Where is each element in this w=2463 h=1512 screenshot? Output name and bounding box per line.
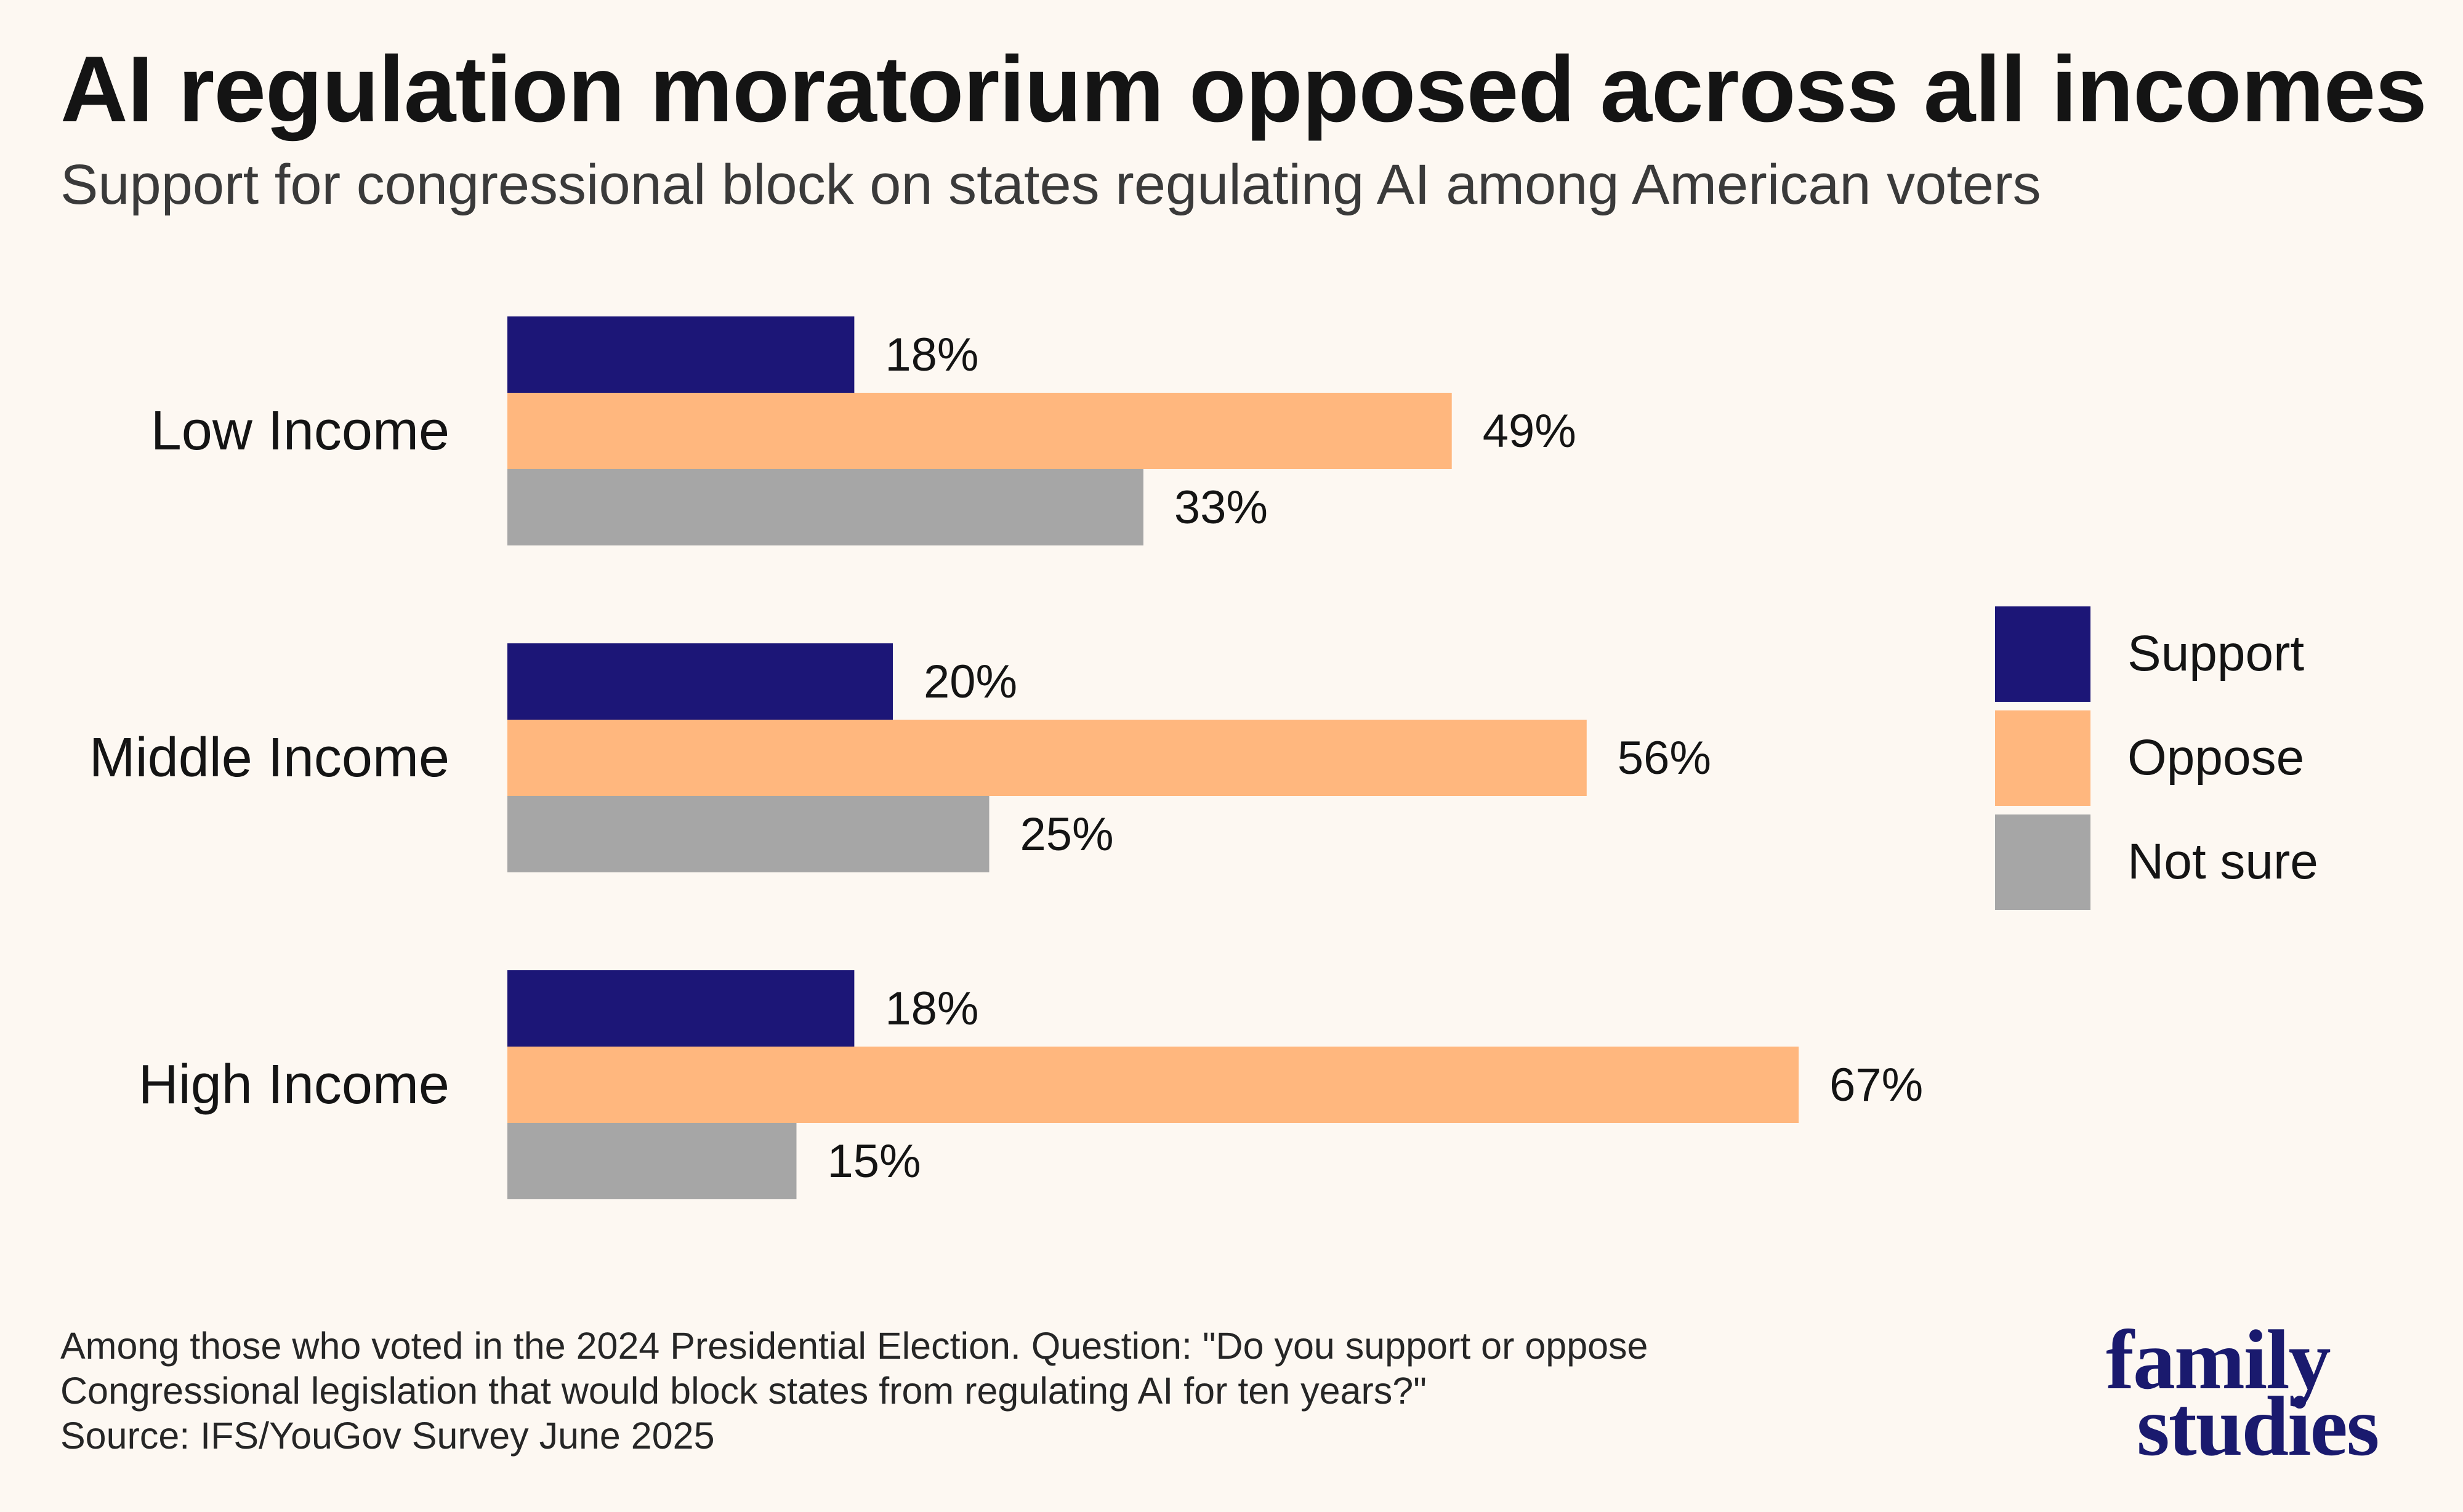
bar-low-income-not-sure bbox=[507, 469, 1143, 545]
data-label-high-income-support: 18% bbox=[885, 983, 978, 1035]
data-label-high-income-oppose: 67% bbox=[1829, 1059, 1923, 1111]
legend-label-support: Support bbox=[2127, 625, 2305, 682]
source-line: Source: IFS/YouGov Survey June 2025 bbox=[60, 1415, 715, 1457]
data-label-low-income-not-sure: 33% bbox=[1174, 481, 1268, 534]
bar-middle-income-oppose bbox=[507, 720, 1587, 796]
bar-high-income-not-sure bbox=[507, 1123, 797, 1199]
data-label-low-income-support: 18% bbox=[885, 329, 978, 381]
footnote-line: Congressional legislation that would blo… bbox=[60, 1370, 1427, 1412]
data-label-middle-income-not-sure: 25% bbox=[1020, 808, 1114, 861]
bar-middle-income-not-sure bbox=[507, 796, 990, 872]
bar-high-income-oppose bbox=[507, 1047, 1799, 1123]
bar-high-income-support bbox=[507, 970, 855, 1047]
bar-low-income-oppose bbox=[507, 393, 1452, 469]
family-studies-logo: family studies bbox=[2100, 1313, 2379, 1473]
data-label-high-income-not-sure: 15% bbox=[828, 1135, 921, 1188]
legend-swatch-oppose bbox=[1995, 710, 2090, 806]
logo-line-2: studies bbox=[2137, 1378, 2379, 1473]
legend-item-oppose: Oppose bbox=[1995, 710, 2426, 806]
logo-line-1: family bbox=[2106, 1313, 2331, 1407]
legend-label-oppose: Oppose bbox=[2127, 730, 2305, 786]
chart-subtitle: Support for congressional block on state… bbox=[60, 153, 2041, 216]
category-label-low-income: Low Income bbox=[151, 400, 449, 462]
legend-label-not-sure: Not sure bbox=[2127, 834, 2318, 890]
bar-middle-income-support bbox=[507, 643, 893, 720]
data-label-low-income-oppose: 49% bbox=[1483, 405, 1576, 457]
category-label-high-income: High Income bbox=[139, 1054, 449, 1116]
category-label-middle-income: Middle Income bbox=[89, 727, 449, 789]
footnote: Among those who voted in the 2024 Presid… bbox=[60, 1324, 1648, 1459]
data-label-middle-income-oppose: 56% bbox=[1618, 732, 1711, 784]
legend-swatch-not-sure bbox=[1995, 814, 2090, 910]
legend-item-not-sure: Not sure bbox=[1995, 814, 2426, 910]
footnote-line: Among those who voted in the 2024 Presid… bbox=[60, 1325, 1648, 1367]
bar-low-income-support bbox=[507, 316, 855, 393]
chart-title: AI regulation moratorium opposed across … bbox=[60, 37, 2427, 142]
legend-item-support: Support bbox=[1995, 606, 2426, 702]
legend-swatch-support bbox=[1995, 606, 2090, 702]
data-label-middle-income-support: 20% bbox=[924, 656, 1017, 708]
